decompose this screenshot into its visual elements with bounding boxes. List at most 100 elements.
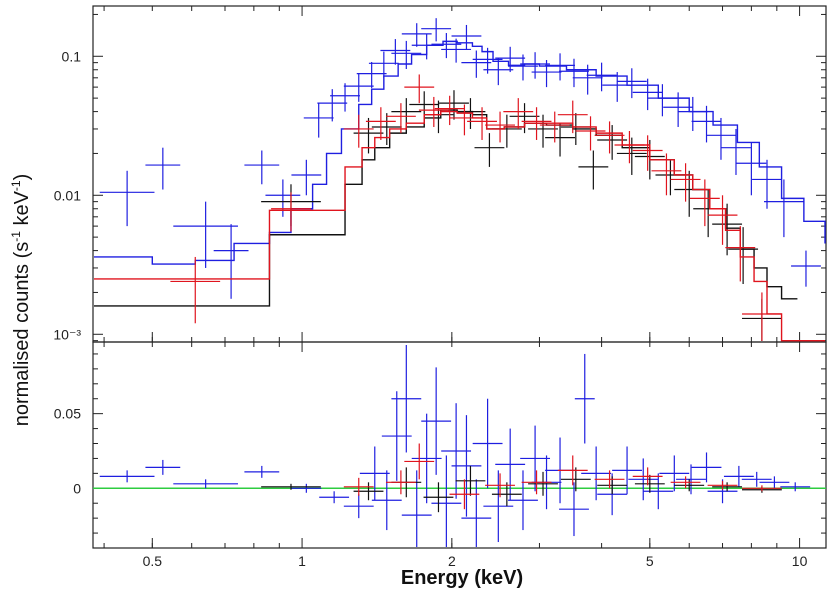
red-data-point xyxy=(170,256,221,324)
y-axis-title: normalised counts (s-1 keV-1) xyxy=(9,174,33,427)
blue-residual-point xyxy=(391,344,422,453)
black-data-point xyxy=(693,189,724,238)
blue-data-point xyxy=(330,83,360,112)
blue-data-point xyxy=(173,201,238,268)
blue-data-point xyxy=(632,78,663,111)
blue-data-point xyxy=(213,224,249,299)
blue-data-point xyxy=(483,57,514,86)
x-tick-label: 1 xyxy=(298,553,306,569)
black-data-point xyxy=(509,103,540,134)
black-residual-point xyxy=(491,482,522,507)
blue-residual-point xyxy=(495,428,526,501)
black-data-point xyxy=(728,227,759,285)
top-y-tick-label: 0.01 xyxy=(54,187,81,203)
blue-residual-point xyxy=(371,470,402,531)
black-residual-point xyxy=(261,483,321,490)
blue-residual-point xyxy=(461,479,492,547)
blue-data-point xyxy=(706,117,736,160)
blue-data-point xyxy=(586,62,617,92)
blue-residual-point xyxy=(508,470,538,531)
blue-data-point xyxy=(647,84,678,117)
blue-data-point xyxy=(265,179,301,217)
red-residual-point xyxy=(707,480,738,490)
blue-residual-point xyxy=(741,471,772,487)
blue-data-point xyxy=(495,46,526,73)
red-residual-point xyxy=(343,477,374,496)
red-data-point xyxy=(742,292,782,341)
red-model-line xyxy=(94,110,825,342)
blue-residual-point xyxy=(319,491,350,504)
blue-data-point xyxy=(677,96,708,132)
blue-data-point xyxy=(380,39,411,65)
top-panel-frame xyxy=(92,5,827,343)
blue-residual-point xyxy=(401,470,432,547)
blue-residual-point xyxy=(359,446,390,501)
blue-data-point xyxy=(508,54,538,81)
bottom-panel-frame xyxy=(92,341,827,549)
blue-data-point xyxy=(752,159,782,209)
black-data-point xyxy=(545,123,575,157)
blue-residual-point xyxy=(520,425,551,492)
blue-data-point xyxy=(145,147,181,190)
black-data-point xyxy=(528,114,558,148)
blue-data-point xyxy=(531,60,562,88)
red-data-point xyxy=(575,116,606,151)
blue-data-point xyxy=(368,51,399,78)
black-residual-point xyxy=(423,482,454,513)
x-tick-label: 5 xyxy=(646,553,654,569)
red-data-point xyxy=(707,195,738,245)
blue-residual-point xyxy=(173,479,238,489)
blue-data-point xyxy=(451,24,482,50)
red-data-point xyxy=(418,96,449,127)
blue-data-point xyxy=(791,250,821,287)
red-residual-point xyxy=(385,470,416,495)
blue-data-point xyxy=(411,33,442,60)
blue-residual-point xyxy=(780,482,811,492)
blue-residual-point xyxy=(145,459,181,475)
blue-residual-point xyxy=(244,465,280,478)
y-axis-title-sup2: -1 xyxy=(9,180,23,191)
black-data-point xyxy=(616,137,647,175)
red-data-point xyxy=(594,121,625,154)
red-data-point xyxy=(689,179,720,227)
blue-residual-point xyxy=(612,446,642,495)
red-residual-point xyxy=(557,455,588,486)
blue-residual-point xyxy=(723,465,754,487)
red-residual-point xyxy=(521,470,552,495)
blue-data-point xyxy=(291,159,322,196)
x-tick-label: 2 xyxy=(448,553,456,569)
y-axis-title-mid: keV xyxy=(11,190,33,231)
black-data-point xyxy=(439,90,469,120)
blue-data-point xyxy=(317,89,348,122)
blue-residual-point xyxy=(451,415,482,517)
blue-data-point xyxy=(303,103,334,138)
black-residual-point xyxy=(528,471,558,496)
red-data-point xyxy=(449,104,480,136)
red-data-point xyxy=(651,153,682,196)
blue-data-point xyxy=(572,64,603,95)
blue-data-point xyxy=(545,53,575,81)
blue-data-point xyxy=(461,50,492,78)
top-spectrum-marks xyxy=(94,18,826,342)
red-residual-point xyxy=(594,470,625,489)
blue-residual-point xyxy=(628,458,659,501)
blue-data-point xyxy=(616,68,647,99)
red-data-point xyxy=(557,100,588,134)
red-data-point xyxy=(404,74,435,104)
red-data-point xyxy=(365,107,396,140)
black-residual-point xyxy=(712,482,743,492)
black-data-point xyxy=(712,203,743,256)
red-data-point xyxy=(521,107,552,140)
blue-data-point xyxy=(602,72,633,102)
black-data-point xyxy=(474,133,505,167)
blue-data-point xyxy=(99,170,155,227)
blue-data-point xyxy=(691,105,722,143)
black-residual-point xyxy=(634,474,665,493)
red-data-point xyxy=(385,103,416,134)
red-data-point xyxy=(632,135,663,171)
red-data-point xyxy=(343,114,374,148)
blue-data-point xyxy=(736,142,767,196)
black-data-point xyxy=(371,113,402,146)
red-data-point xyxy=(670,163,701,202)
